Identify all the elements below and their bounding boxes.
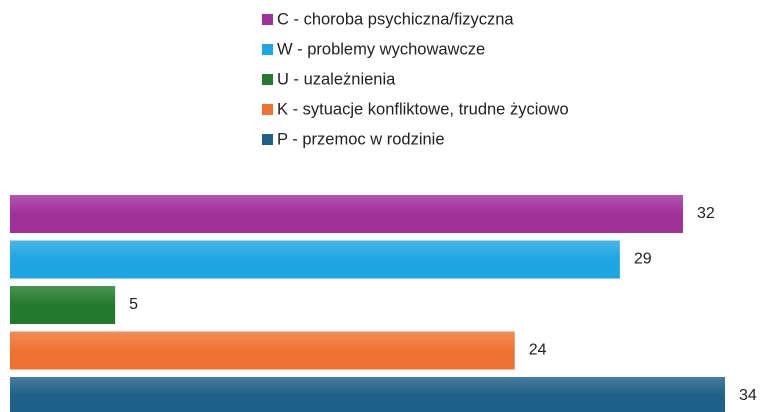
value-label: 34	[739, 387, 757, 404]
value-label: 32	[697, 205, 715, 222]
legend-label: C - choroba psychiczna/fizyczna	[277, 10, 514, 28]
bar	[10, 331, 515, 370]
bar	[10, 195, 683, 233]
legend-label: P - przemoc w rodzinie	[277, 130, 445, 148]
bar	[10, 240, 620, 279]
legend-swatch	[262, 44, 273, 55]
legend-swatch	[262, 74, 273, 85]
bar	[10, 286, 116, 324]
plot-area: 32 29 5 24 34	[10, 195, 757, 412]
legend: C - choroba psychiczna/fizyczna W - probl…	[262, 10, 569, 148]
legend-label: U - uzależnienia	[277, 70, 396, 88]
legend-label: K - sytuacje konfliktowe, trudne życiowo	[277, 100, 569, 118]
value-label: 29	[634, 251, 652, 268]
legend-swatch	[262, 104, 273, 115]
bar	[10, 377, 726, 412]
value-label: 24	[529, 342, 547, 359]
legend-swatch	[262, 14, 273, 25]
legend-swatch	[262, 134, 273, 145]
value-label: 5	[129, 296, 138, 313]
legend-label: W - problemy wychowawcze	[277, 40, 485, 58]
